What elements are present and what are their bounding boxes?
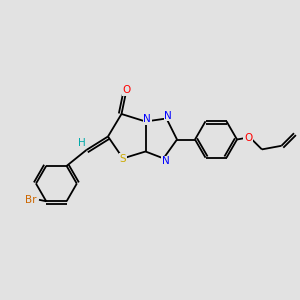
Text: Br: Br [25,195,36,205]
Text: N: N [162,156,170,167]
Text: H: H [78,137,86,148]
Text: O: O [244,133,253,143]
Text: N: N [164,110,172,121]
Text: S: S [120,154,126,164]
Text: O: O [122,85,131,95]
Text: N: N [143,114,151,124]
